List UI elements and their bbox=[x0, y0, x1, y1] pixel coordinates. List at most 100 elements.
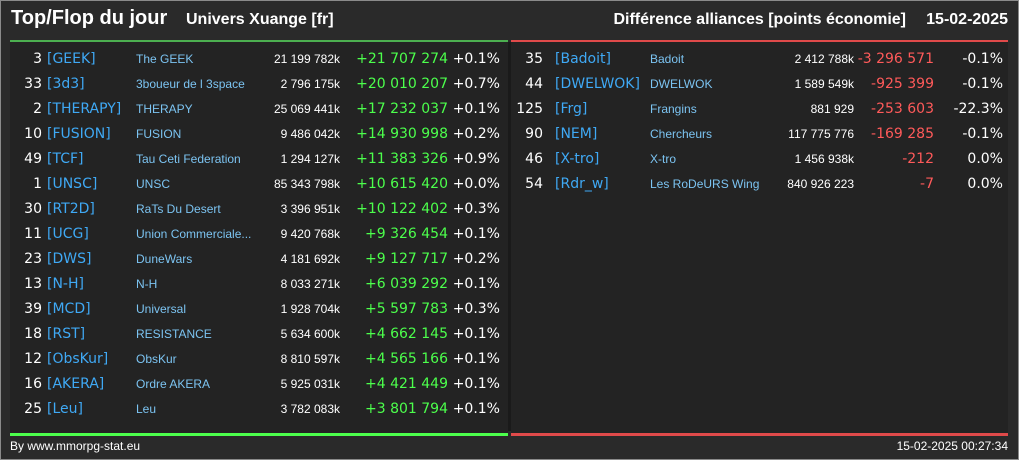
alliance-name-link[interactable]: Ordre AKERA bbox=[136, 377, 211, 391]
alliance-name-link[interactable]: Leu bbox=[136, 402, 157, 416]
alliance-tag-link[interactable]: [UCG] bbox=[47, 226, 89, 242]
alliance-name-link[interactable]: Union Commerciale... bbox=[136, 227, 252, 241]
percent-cell: +0.7% bbox=[452, 76, 500, 92]
rank-cell: 46 bbox=[525, 151, 543, 167]
points-cell: 840 926 223 bbox=[787, 177, 854, 191]
top-row: 33 [3d3] 3boueur de l 3space 2 796 175k +20 … bbox=[10, 72, 508, 97]
alliance-name-link[interactable]: Frangins bbox=[650, 102, 697, 116]
footer-credit[interactable]: By www.mmorpg-stat.eu bbox=[10, 439, 141, 453]
alliance-tag-link[interactable]: [GEEK] bbox=[47, 51, 96, 67]
alliance-name-link[interactable]: Les RoDeURS Wing bbox=[650, 177, 760, 191]
rank-cell: 11 bbox=[24, 226, 42, 242]
difference-cell: +9 326 454 bbox=[365, 226, 448, 242]
points-cell: 3 782 083k bbox=[280, 402, 340, 416]
percent-cell: -22.3% bbox=[953, 101, 1003, 117]
flop-row: 35 [Badoit] Badoit 2 412 788k -3 296 571 -0.1… bbox=[511, 47, 1008, 72]
alliance-name-link[interactable]: THERAPY bbox=[136, 102, 193, 116]
percent-cell: +0.1% bbox=[452, 101, 500, 117]
top-row: 13 [N-H] N-H 8 033 271k +6 039 292 +0.1% bbox=[10, 272, 508, 297]
percent-cell: +0.3% bbox=[452, 301, 500, 317]
top-row: 49 [TCF] Tau Ceti Federation 1 294 127k +11 … bbox=[10, 147, 508, 172]
points-cell: 8 033 271k bbox=[280, 277, 340, 291]
points-cell: 9 486 042k bbox=[280, 127, 340, 141]
points-cell: 3 396 951k bbox=[280, 202, 340, 216]
alliance-tag-link[interactable]: [RST] bbox=[47, 326, 86, 342]
top-row: 3 [GEEK] The GEEK 21 199 782k +21 707 274 +0.… bbox=[10, 47, 508, 72]
top-row: 1 [UNSC] UNSC 85 343 798k +10 615 420 +0.0% bbox=[10, 172, 508, 197]
footer-timestamp: 15-02-2025 00:27:34 bbox=[896, 439, 1008, 453]
alliance-tag-link[interactable]: [Frg] bbox=[555, 101, 588, 117]
alliance-name-link[interactable]: The GEEK bbox=[136, 52, 194, 66]
alliance-tag-link[interactable]: [RT2D] bbox=[47, 201, 95, 217]
rank-cell: 44 bbox=[525, 76, 543, 92]
percent-cell: +0.1% bbox=[452, 326, 500, 342]
percent-cell: -0.1% bbox=[962, 51, 1003, 67]
alliance-name-link[interactable]: RESISTANCE bbox=[136, 327, 212, 341]
points-cell: 21 199 782k bbox=[273, 52, 340, 66]
difference-cell: +4 662 145 bbox=[365, 326, 448, 342]
header-date: 15-02-2025 bbox=[926, 11, 1008, 28]
top-row: 18 [RST] RESISTANCE 5 634 600k +4 662 145 +0.… bbox=[10, 322, 508, 347]
rank-cell: 49 bbox=[24, 151, 42, 167]
top-row: 16 [AKERA] Ordre AKERA 5 925 031k +4 421 449… bbox=[10, 372, 508, 397]
alliance-name-link[interactable]: Universal bbox=[136, 302, 187, 316]
difference-cell: +4 565 166 bbox=[365, 351, 448, 367]
top-row: 39 [MCD] Universal 1 928 704k +5 597 783 +0.3… bbox=[10, 297, 508, 322]
difference-cell: -925 399 bbox=[871, 76, 934, 92]
alliance-name-link[interactable]: FUSION bbox=[136, 127, 182, 141]
percent-cell: +0.2% bbox=[452, 251, 500, 267]
rank-cell: 12 bbox=[24, 351, 42, 367]
top-row: 30 [RT2D] RaTs Du Desert 3 396 951k +10 122 … bbox=[10, 197, 508, 222]
rank-cell: 35 bbox=[525, 51, 543, 67]
flop-row: 125 [Frg] Frangins 881 929 -253 603 -22.3% bbox=[511, 97, 1008, 122]
rank-cell: 2 bbox=[33, 101, 42, 117]
difference-cell: +21 707 274 bbox=[356, 51, 448, 67]
rank-cell: 33 bbox=[24, 76, 42, 92]
alliance-name-link[interactable]: Badoit bbox=[650, 52, 685, 66]
alliance-tag-link[interactable]: [DWS] bbox=[47, 251, 92, 267]
difference-cell: +17 232 037 bbox=[356, 101, 448, 117]
alliance-tag-link[interactable]: [X-tro] bbox=[555, 151, 600, 167]
alliance-name-link[interactable]: RaTs Du Desert bbox=[136, 202, 221, 216]
alliance-name-link[interactable]: UNSC bbox=[136, 177, 171, 191]
alliance-tag-link[interactable]: [THERAPY] bbox=[47, 101, 122, 117]
percent-cell: +0.1% bbox=[452, 376, 500, 392]
alliance-tag-link[interactable]: [DWELWOK] bbox=[555, 76, 640, 92]
alliance-tag-link[interactable]: [AKERA] bbox=[47, 376, 105, 392]
alliance-tag-link[interactable]: [FUSION] bbox=[47, 126, 111, 142]
alliance-tag-link[interactable]: [Rdr_w] bbox=[555, 176, 609, 192]
alliance-name-link[interactable]: Chercheurs bbox=[650, 127, 713, 141]
percent-cell: 0.0% bbox=[967, 176, 1003, 192]
percent-cell: +0.2% bbox=[452, 126, 500, 142]
top-row: 2 [THERAPY] THERAPY 25 069 441k +17 232 037 +… bbox=[10, 97, 508, 122]
alliance-tag-link[interactable]: [UNSC] bbox=[47, 176, 98, 192]
alliance-name-link[interactable]: 3boueur de l 3space bbox=[136, 77, 245, 91]
points-cell: 1 589 549k bbox=[794, 77, 854, 91]
alliance-tag-link[interactable]: [N-H] bbox=[47, 276, 84, 292]
percent-cell: +0.1% bbox=[452, 351, 500, 367]
panel-divider bbox=[508, 42, 511, 431]
alliance-tag-link[interactable]: [3d3] bbox=[47, 76, 85, 92]
alliance-name-link[interactable]: X-tro bbox=[650, 152, 677, 166]
points-cell: 2 412 788k bbox=[794, 52, 854, 66]
alliance-name-link[interactable]: N-H bbox=[136, 277, 158, 291]
points-cell: 1 456 938k bbox=[794, 152, 854, 166]
alliance-tag-link[interactable]: [TCF] bbox=[47, 151, 84, 167]
alliance-name-link[interactable]: DuneWars bbox=[136, 252, 193, 266]
percent-cell: -0.1% bbox=[962, 76, 1003, 92]
header: Top/Flop du jour Univers Xuange [fr] Dif… bbox=[0, 0, 1019, 40]
alliance-tag-link[interactable]: [Leu] bbox=[47, 401, 83, 417]
difference-cell: +9 127 717 bbox=[365, 251, 448, 267]
points-cell: 1 928 704k bbox=[280, 302, 340, 316]
alliance-tag-link[interactable]: [MCD] bbox=[47, 301, 91, 317]
difference-cell: +11 383 326 bbox=[356, 151, 448, 167]
alliance-tag-link[interactable]: [ObsKur] bbox=[47, 351, 109, 367]
alliance-tag-link[interactable]: [NEM] bbox=[555, 126, 598, 142]
points-cell: 25 069 441k bbox=[273, 102, 340, 116]
alliance-name-link[interactable]: ObsKur bbox=[136, 352, 177, 366]
alliance-tag-link[interactable]: [Badoit] bbox=[555, 51, 611, 67]
difference-cell: +10 122 402 bbox=[356, 201, 448, 217]
alliance-name-link[interactable]: DWELWOK bbox=[650, 77, 713, 91]
alliance-name-link[interactable]: Tau Ceti Federation bbox=[136, 152, 241, 166]
points-cell: 117 775 776 bbox=[788, 127, 854, 141]
